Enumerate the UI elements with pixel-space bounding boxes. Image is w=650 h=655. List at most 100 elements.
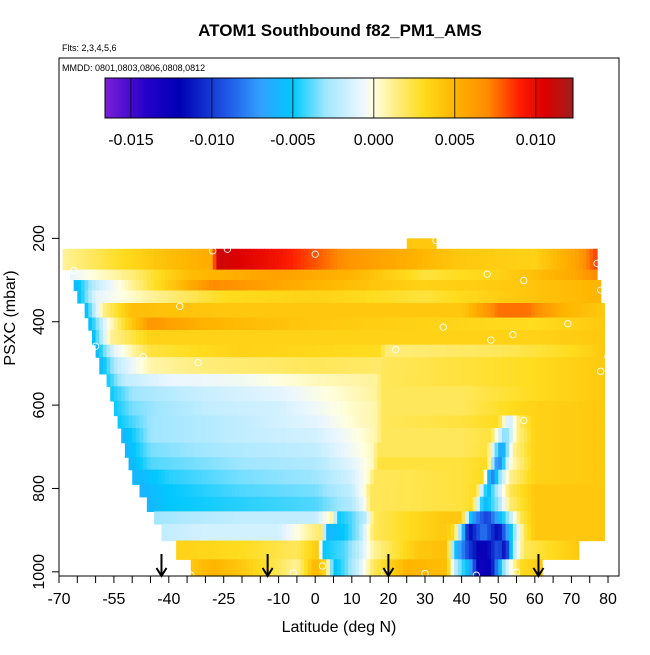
heatmap-cell (348, 400, 353, 417)
heatmap-cell (146, 386, 152, 402)
heatmap-cell (501, 317, 507, 331)
heatmap-cell (428, 469, 433, 485)
heatmap-cell (245, 511, 250, 525)
heatmap-cell (465, 428, 470, 444)
heatmap-cell (578, 302, 583, 319)
heatmap-cell (311, 386, 316, 402)
heatmap-cell (527, 559, 532, 577)
heatmap-cell (560, 357, 565, 375)
heatmap-cell (326, 511, 331, 525)
heatmap-cell (560, 496, 565, 512)
heatmap-cell (252, 290, 258, 304)
heatmap-cell (450, 415, 455, 429)
heatmap-cell (494, 415, 499, 429)
heatmap-cell (176, 496, 181, 512)
heatmap-cell (582, 280, 587, 292)
heatmap-cell (403, 540, 408, 560)
heatmap-cell (157, 248, 163, 271)
heatmap-cell (168, 496, 174, 512)
heatmap-cell (285, 415, 291, 429)
heatmap-cell (304, 280, 309, 292)
heatmap-cell (183, 386, 188, 402)
heatmap-cell (307, 559, 313, 577)
heatmap-cell (124, 302, 130, 319)
heatmap-cell (359, 442, 364, 458)
heatmap-cell (238, 469, 243, 485)
heatmap-cell (472, 523, 477, 542)
heatmap-cell (194, 386, 199, 402)
heatmap-cell (278, 290, 283, 304)
y-tick-label: 1000 (31, 554, 48, 590)
heatmap-cell (296, 269, 302, 281)
heatmap-cell (516, 496, 521, 512)
heatmap-cell (439, 559, 444, 577)
sample-point (597, 286, 605, 294)
heatmap-cell (362, 248, 368, 271)
heatmap-cell (168, 386, 174, 402)
heatmap-cell (139, 428, 144, 444)
heatmap-cell (432, 386, 437, 402)
heatmap-cell (494, 280, 499, 292)
heatmap-cell (212, 457, 217, 471)
heatmap-cell (392, 386, 397, 402)
heatmap-cell (154, 469, 159, 485)
heatmap-cell (465, 248, 470, 271)
heatmap-cell (194, 496, 199, 512)
heatmap-cell (457, 559, 463, 577)
heatmap-cell (395, 415, 400, 429)
heatmap-cell (333, 523, 338, 542)
heatmap-cell (263, 357, 269, 375)
heatmap-cell (282, 415, 287, 429)
heatmap-cell (172, 415, 177, 429)
heatmap-cell (132, 290, 137, 304)
heatmap-cell (373, 302, 379, 319)
heatmap-cell (571, 280, 576, 292)
heatmap-cell (209, 511, 214, 525)
heatmap-cell (150, 330, 155, 346)
heatmap-cell (479, 357, 485, 375)
heatmap-cell (154, 317, 159, 331)
heatmap-cell (194, 523, 199, 542)
heatmap-cell (84, 302, 89, 319)
heatmap-cell (212, 400, 217, 417)
heatmap-cell (146, 344, 152, 358)
heatmap-cell (285, 269, 291, 281)
heatmap-cell (501, 484, 507, 498)
heatmap-cell (428, 373, 433, 387)
heatmap-cell (483, 484, 488, 498)
heatmap-cell (512, 484, 518, 498)
y-tick-label: 800 (31, 475, 48, 502)
heatmap-cell (468, 330, 474, 346)
heatmap-cell (351, 280, 357, 292)
heatmap-cell (494, 496, 499, 512)
heatmap-cell (406, 496, 411, 512)
heatmap-cell (289, 373, 294, 387)
heatmap-cell (340, 302, 346, 319)
heatmap-cell (370, 442, 375, 458)
heatmap-cell (560, 290, 565, 304)
heatmap-cell (534, 457, 540, 471)
heatmap-cell (381, 540, 386, 560)
heatmap-cell (549, 280, 554, 292)
heatmap-cell (567, 269, 573, 281)
heatmap-cell (505, 457, 510, 471)
heatmap-cell (545, 511, 551, 525)
heatmap-cell (234, 415, 239, 429)
heatmap-cell (289, 415, 294, 429)
heatmap-cell (205, 442, 210, 458)
y-tick-label: 600 (31, 392, 48, 419)
heatmap-cell (340, 269, 346, 281)
heatmap-cell (512, 280, 518, 292)
heatmap-cell (575, 290, 580, 304)
heatmap-cell (337, 357, 342, 375)
heatmap-cell (432, 559, 437, 577)
heatmap-cell (176, 344, 181, 358)
heatmap-cell (443, 496, 448, 512)
heatmap-cell (479, 559, 485, 577)
heatmap-cell (597, 511, 602, 525)
heatmap-cell (143, 415, 148, 429)
heatmap-cell (91, 302, 97, 319)
heatmap-cell (461, 280, 466, 292)
heatmap-cell (512, 344, 518, 358)
heatmap-cell (329, 523, 335, 542)
